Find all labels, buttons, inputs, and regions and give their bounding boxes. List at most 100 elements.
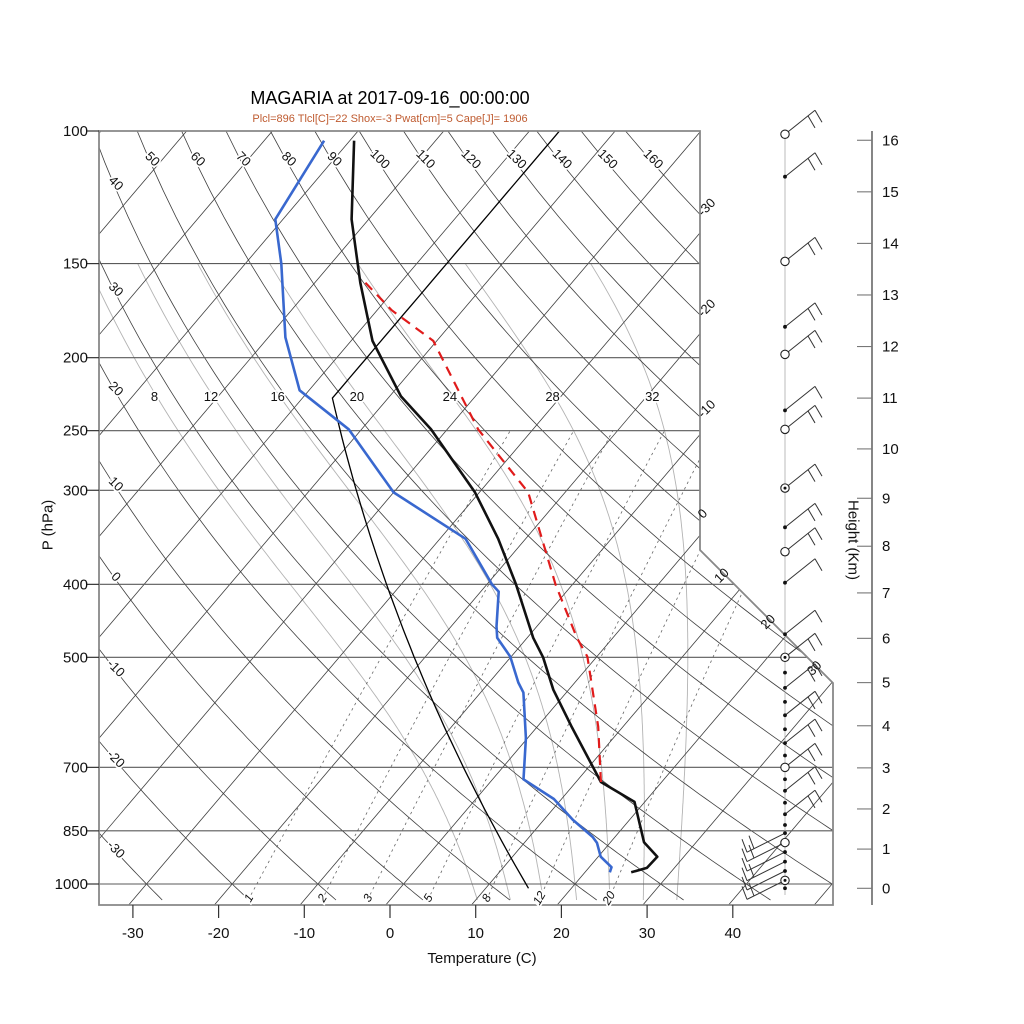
wind-barb xyxy=(783,152,823,179)
barb-marker-dot xyxy=(783,800,787,805)
dry-adiabat-label: 0 xyxy=(108,569,124,585)
mixing-ratio-label: 2 xyxy=(314,891,330,905)
wind-barb xyxy=(783,789,823,817)
wind-barb xyxy=(783,886,787,891)
moist-adiabat-label: 8 xyxy=(151,389,158,404)
height-tick-label: 7 xyxy=(882,585,890,602)
height-tick-label: 15 xyxy=(882,184,899,201)
dry-adiabat xyxy=(99,131,684,901)
barb-marker-dot xyxy=(783,486,787,490)
isotherm xyxy=(99,131,530,905)
wind-barb xyxy=(783,727,787,732)
dry-adiabat-label: 30 xyxy=(106,279,127,300)
temperature-tick-label: -20 xyxy=(208,925,230,942)
wind-barb xyxy=(741,831,787,853)
isotherm xyxy=(99,131,616,905)
barb-marker-dot xyxy=(783,823,787,827)
barb-marker-circle xyxy=(780,762,790,773)
barb-marker-dot xyxy=(783,878,787,882)
dry-adiabat xyxy=(99,131,337,901)
pressure-tick-label: 200 xyxy=(63,350,88,367)
pressure-tick-label: 250 xyxy=(63,423,88,440)
pressure-tick-label: 100 xyxy=(63,123,88,140)
wind-barb xyxy=(780,109,823,140)
wind-barb xyxy=(780,404,823,435)
dry-adiabat xyxy=(536,131,833,901)
chart-subtitle: Plcl=896 Tlcl[C]=22 Shox=-3 Pwat[cm]=5 C… xyxy=(252,113,528,125)
dry-adiabat xyxy=(314,131,833,901)
moist-adiabat-label: 24 xyxy=(443,389,457,404)
plot-frame xyxy=(98,130,834,906)
barb-marker-dot xyxy=(783,777,787,782)
barb-marker-dot xyxy=(783,324,787,329)
wind-barb xyxy=(780,527,823,557)
temperature-tick-label: 0 xyxy=(386,925,394,942)
barb-marker-dot xyxy=(783,655,787,659)
isotherm xyxy=(214,131,833,905)
wind-barb xyxy=(783,753,787,758)
wind-barb xyxy=(780,742,823,773)
barb-marker-dot xyxy=(783,685,787,690)
barb-marker-dot xyxy=(783,831,787,836)
dry-adiabat xyxy=(99,131,511,901)
dry-adiabat-label: 80 xyxy=(279,148,300,169)
barb-marker-dot xyxy=(783,408,787,413)
dry-adiabat-grid xyxy=(99,131,833,901)
dry-adiabat xyxy=(225,131,833,901)
wind-barb xyxy=(780,237,823,267)
temperature-tick-label: -30 xyxy=(122,925,144,942)
mixing-ratio-label: 8 xyxy=(479,891,495,904)
isotherm xyxy=(128,131,787,905)
isotherm xyxy=(471,131,833,905)
isotherm-label: 10 xyxy=(711,565,732,586)
height-tick-label: 6 xyxy=(882,630,890,647)
barb-marker-circle xyxy=(780,837,790,848)
wind-barb-column xyxy=(741,109,823,900)
barb-marker-dot xyxy=(783,174,787,179)
dry-adiabat-label: 100 xyxy=(367,146,393,172)
mixing-ratio-label: 3 xyxy=(360,891,376,904)
barb-marker-dot xyxy=(783,886,787,891)
barb-marker-dot xyxy=(783,859,787,864)
dry-adiabat xyxy=(358,131,833,901)
isotherm xyxy=(99,131,187,905)
dry-adiabat xyxy=(99,131,250,901)
dry-adiabat xyxy=(99,131,163,901)
dry-adiabat-label: 90 xyxy=(324,148,345,169)
dry-adiabat-label: 40 xyxy=(106,173,127,194)
temperature-tick-label: 20 xyxy=(553,925,570,942)
wind-barb xyxy=(783,800,787,805)
height-tick-label: 1 xyxy=(882,841,890,858)
dry-adiabat xyxy=(99,131,597,901)
standard-atmosphere xyxy=(331,131,579,889)
height-tick-label: 13 xyxy=(882,287,899,304)
moist-adiabat xyxy=(357,263,611,900)
height-tick-label: 11 xyxy=(882,390,898,407)
barb-marker-dot xyxy=(783,525,787,530)
wind-barb xyxy=(741,875,790,900)
plot-border xyxy=(98,130,834,906)
temperature-curve xyxy=(350,140,659,874)
height-tick-label: 10 xyxy=(882,441,899,458)
barb-marker-dot xyxy=(783,699,787,704)
barb-marker-circle xyxy=(780,424,790,435)
sounding-profiles xyxy=(274,140,659,874)
height-tick-label: 16 xyxy=(882,132,899,149)
moist-adiabat xyxy=(99,263,478,901)
wind-barb xyxy=(783,663,823,690)
barb-marker-circle xyxy=(780,129,790,140)
pressure-tick-label: 400 xyxy=(63,576,88,593)
isotherm-label: -30 xyxy=(695,195,719,219)
pressure-tick-label: 300 xyxy=(63,482,88,499)
wind-barb xyxy=(783,690,823,718)
wind-barb xyxy=(783,609,823,637)
standard-atmosphere-line xyxy=(331,131,579,889)
mixing-ratio-label: 1 xyxy=(241,892,256,905)
wind-barb xyxy=(783,558,823,585)
barb-marker-dot xyxy=(783,713,787,718)
barb-marker-circle xyxy=(780,349,790,360)
